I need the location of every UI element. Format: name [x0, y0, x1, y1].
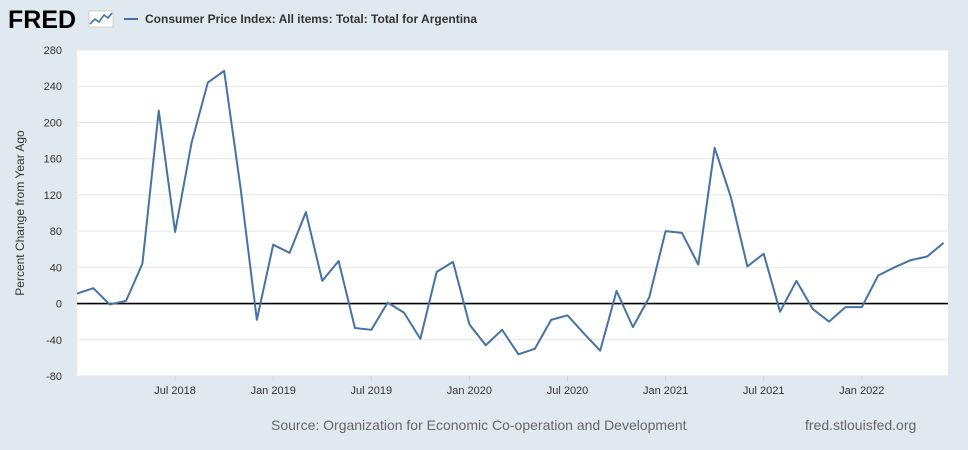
x-tick-label: Jan 2021 [643, 385, 688, 397]
chart-area: -80 -40 0 40 80 120 160 200 240 280 Jul 2018 Jan 20… [0, 40, 968, 405]
source-note: Source: Organization for Economic Co-ope… [271, 417, 687, 433]
y-tick-label: 0 [56, 299, 62, 311]
chart-legend[interactable]: Consumer Price Index: All items: Total: … [124, 12, 477, 26]
x-tick-label: Jul 2021 [743, 385, 785, 397]
x-tick-label: Jan 2020 [447, 385, 492, 397]
y-tick-label: -80 [46, 371, 62, 383]
x-tick-label: Jan 2019 [251, 385, 296, 397]
y-tick-label: 280 [44, 45, 62, 57]
y-axis-title: Percent Change from Year Ago [13, 130, 27, 296]
x-tick-label: Jul 2020 [547, 385, 589, 397]
y-tick-label: 160 [44, 154, 62, 166]
x-tick-label: Jan 2022 [839, 385, 884, 397]
legend-series-label: Consumer Price Index: All items: Total: … [145, 12, 478, 26]
y-tick-label: 240 [44, 81, 62, 93]
y-tick-label: 80 [50, 226, 62, 238]
line-chart[interactable]: -80 -40 0 40 80 120 160 200 240 280 Jul 2018 Jan 20… [0, 40, 968, 400]
y-tick-label: 120 [44, 190, 62, 202]
plot-background [77, 50, 948, 376]
chart-header: FRED Consumer Price Index: All items: To… [0, 0, 968, 40]
site-link[interactable]: fred.stlouisfed.org [805, 417, 917, 433]
line-chart-icon [88, 9, 114, 29]
y-tick-label: 40 [50, 262, 62, 274]
series-line[interactable] [76, 69, 945, 356]
x-tick-label: Jul 2018 [154, 385, 196, 397]
fred-logo[interactable]: FRED [8, 6, 77, 34]
y-tick-label: -40 [46, 335, 62, 347]
y-tick-label: 200 [44, 117, 62, 129]
x-tick-label: Jul 2019 [351, 385, 393, 397]
legend-swatch [124, 18, 138, 20]
